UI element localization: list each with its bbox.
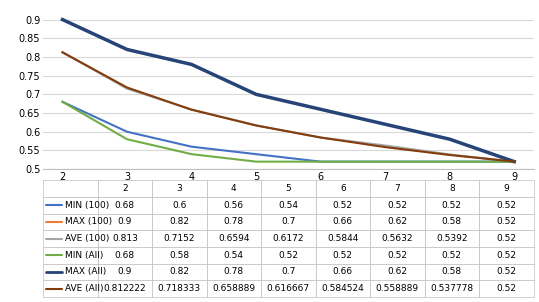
Text: AVE (100): AVE (100) bbox=[65, 234, 109, 243]
Text: MAX (All): MAX (All) bbox=[65, 267, 106, 276]
Text: MIN (100): MIN (100) bbox=[65, 201, 109, 210]
Text: MIN (All): MIN (All) bbox=[65, 251, 103, 260]
Text: AVE (All): AVE (All) bbox=[65, 284, 103, 293]
Text: MAX (100): MAX (100) bbox=[65, 217, 112, 226]
